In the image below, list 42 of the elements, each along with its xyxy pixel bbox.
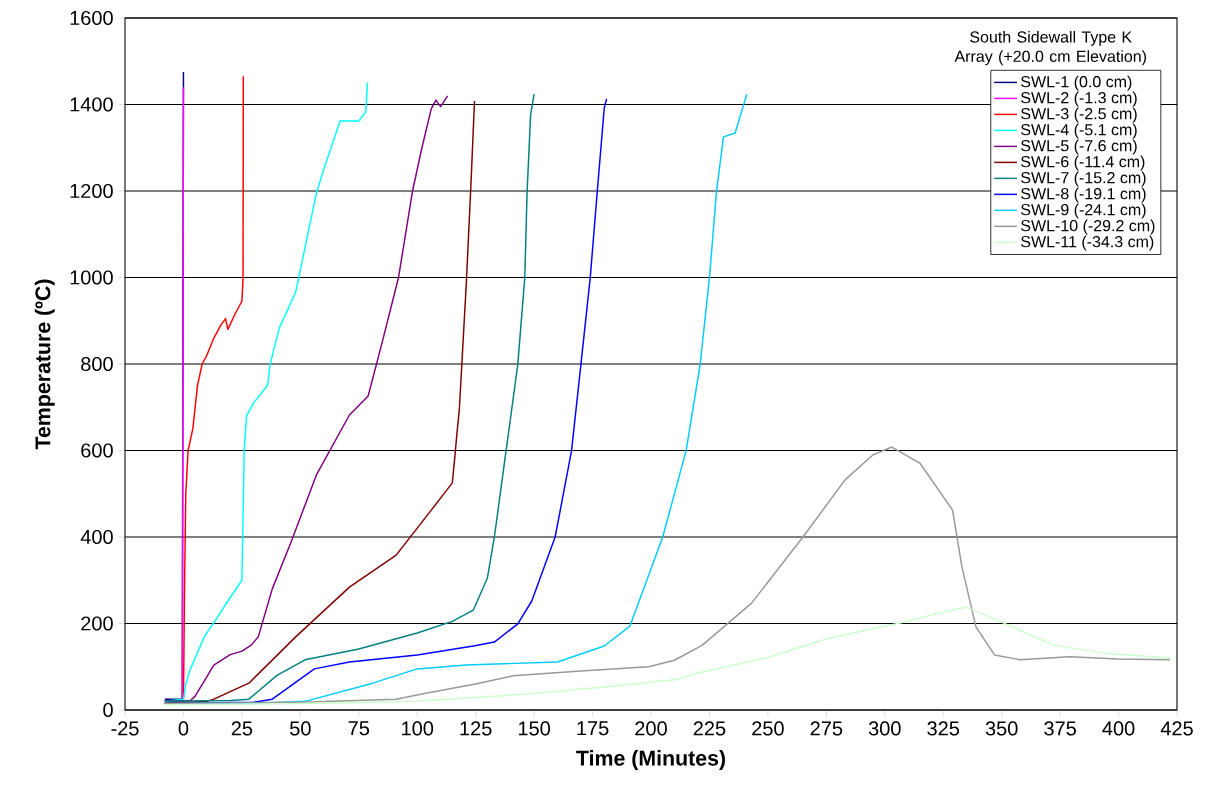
x-tick-label: 300	[868, 721, 901, 736]
legend-label: SWL-1 (0.0 cm)	[1021, 75, 1132, 91]
legend-label: SWL-2 (-1.3 cm)	[1021, 91, 1137, 107]
y-axis-title: Temperature (ºC)	[34, 279, 55, 450]
x-tick-label: 75	[348, 721, 370, 736]
x-tick-label: 350	[985, 721, 1018, 736]
legend-label: SWL-11 (-34.3 cm)	[1021, 235, 1154, 251]
x-tick-label: 25	[231, 721, 253, 736]
legend-label: SWL-10 (-29.2 cm)	[1021, 219, 1155, 235]
x-tick-label: 50	[290, 721, 311, 736]
x-tick-label: 125	[460, 721, 492, 736]
y-tick-label: 200	[81, 616, 113, 631]
x-tick-label: 150	[518, 721, 550, 736]
y-tick-label: 1000	[70, 270, 113, 285]
x-tick-label: 400	[1102, 721, 1135, 736]
x-tick-label: 275	[810, 721, 843, 736]
legend-label: SWL-5 (-7.6 cm)	[1021, 139, 1137, 155]
x-tick-label: -25	[111, 721, 139, 736]
legend-label: SWL-8 (-19.1 cm)	[1021, 187, 1146, 203]
x-axis-title: Time (Minutes)	[576, 750, 725, 770]
y-tick-label: 1400	[70, 97, 113, 112]
y-tick-label: 1600	[70, 10, 113, 26]
y-tick-label: 800	[81, 356, 113, 372]
legend-label: SWL-4 (-5.1 cm)	[1021, 123, 1137, 139]
x-tick-label: 175	[577, 721, 609, 736]
x-tick-label: 225	[693, 721, 726, 736]
x-tick-label: 325	[927, 721, 960, 736]
legend-label: SWL-3 (-2.5 cm)	[1021, 107, 1137, 123]
x-tick-label: 100	[402, 721, 434, 736]
legend-label: SWL-6 (-11.4 cm)	[1021, 155, 1145, 171]
y-tick-label: 600	[81, 443, 113, 458]
x-tick-label: 200	[635, 721, 667, 736]
y-tick-label: 1200	[70, 183, 113, 199]
x-tick-label: 0	[178, 721, 189, 736]
x-tick-label: 425	[1160, 721, 1193, 736]
legend-label: SWL-7 (-15.2 cm)	[1021, 171, 1146, 187]
y-tick-label: 400	[80, 529, 113, 545]
legend-label: SWL-9 (-24.1 cm)	[1021, 203, 1146, 219]
x-tick-label: 375	[1044, 721, 1076, 736]
x-tick-label: 250	[752, 721, 784, 736]
legend-title: South Sidewall Type K Array (+20.0 cm Elevation)	[954, 30, 1146, 66]
y-tick-label: 0	[103, 702, 113, 718]
